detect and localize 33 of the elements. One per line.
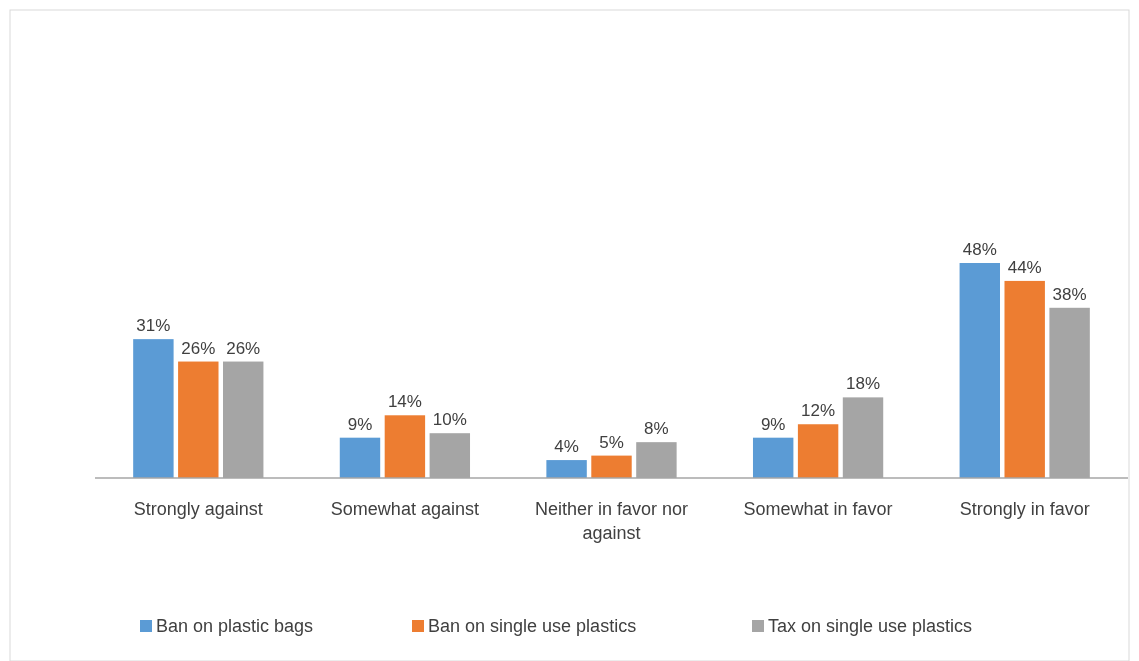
bar [752,437,794,478]
bar [178,361,219,478]
data-label: 26% [181,338,216,358]
x-tick-label: Strongly in favor [959,499,1090,519]
x-tick-label: Somewhat against [330,499,479,519]
data-label: 48% [962,240,997,259]
data-label: 14% [387,392,422,412]
data-label: 5% [599,432,624,452]
bar [546,460,587,478]
legend-label: Tax on single use plastics [768,616,973,636]
data-label: 12% [801,401,836,421]
data-label: 18% [846,374,881,394]
data-label: 10% [432,410,467,430]
bar [133,339,174,478]
bar [384,415,426,478]
x-tick-label: Somewhat in favor [743,499,893,519]
bar [797,424,839,478]
x-tick-label: Strongly against [133,499,263,519]
x-tick-label: Neither in favor nor against [534,499,689,543]
bar [339,437,381,478]
legend-label: Ban on plastic bags [156,616,314,636]
data-label: 26% [226,338,261,358]
bar [1004,280,1045,478]
data-label: 9% [347,414,373,434]
data-label: 4% [554,437,579,457]
legend-label: Ban on single use plastics [428,616,637,636]
data-label: 38% [1052,284,1087,304]
bar [959,263,1000,478]
data-label: 44% [1007,257,1042,277]
data-label: 8% [644,419,669,439]
bar [591,455,632,478]
data-label: 31% [136,316,171,336]
data-label: 9% [760,414,786,434]
